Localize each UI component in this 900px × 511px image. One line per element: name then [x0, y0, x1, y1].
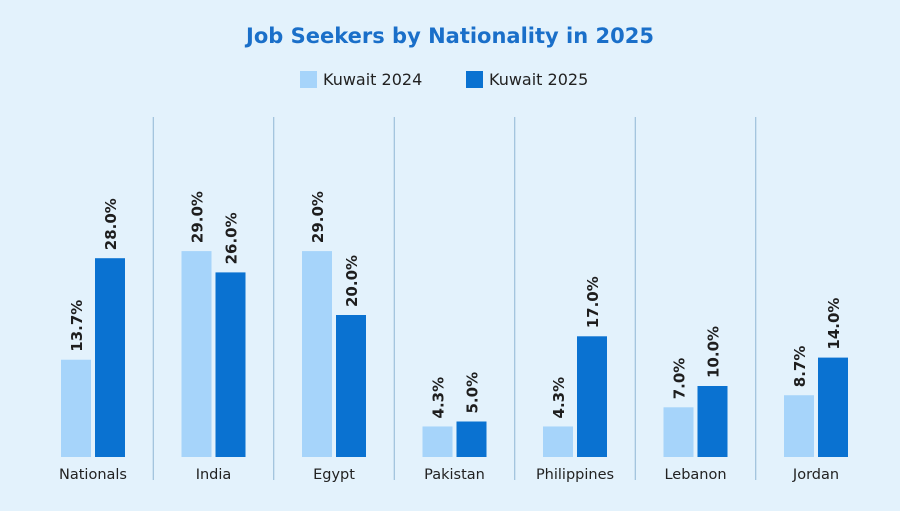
bar-lebanon-kuwait-2025	[697, 386, 728, 457]
bar-nationals-kuwait-2024	[61, 359, 91, 457]
bar-pakistan-kuwait-2025	[456, 421, 487, 457]
bar-india-kuwait-2024	[181, 251, 212, 457]
bar-india-kuwait-2025	[215, 272, 246, 457]
category-label-nationals: Nationals	[59, 467, 127, 483]
value-labels: 13.7% 28.0% 29.0% 26.0% 29.0% 20.0% 4.3% 5.0% 4.…	[68, 191, 843, 418]
value-label-india-kuwait-2024: 29.0%	[189, 191, 207, 243]
value-label-philippines-kuwait-2024: 4.3%	[550, 377, 568, 419]
category-label-philippines: Philippines	[536, 467, 614, 483]
bar-pakistan-kuwait-2024	[422, 426, 453, 457]
value-label-jordan-kuwait-2024: 8.7%	[791, 346, 809, 388]
value-label-india-kuwait-2025: 26.0%	[223, 212, 241, 264]
bar-jordan-kuwait-2025	[818, 357, 848, 457]
value-label-nationals-kuwait-2024: 13.7%	[68, 300, 86, 352]
bar-nationals-kuwait-2025	[95, 258, 125, 457]
legend-label-kuwait-2025: Kuwait 2025	[489, 70, 588, 89]
bars	[61, 251, 848, 457]
bar-jordan-kuwait-2024	[784, 395, 814, 457]
bar-egypt-kuwait-2025	[336, 315, 366, 457]
chart-title: Job Seekers by Nationality in 2025	[244, 24, 654, 48]
legend-swatch-kuwait-2025	[466, 71, 483, 88]
value-label-pakistan-kuwait-2025: 5.0%	[464, 372, 482, 414]
value-label-lebanon-kuwait-2024: 7.0%	[671, 358, 689, 400]
category-label-india: India	[196, 467, 232, 483]
value-label-nationals-kuwait-2025: 28.0%	[102, 198, 120, 250]
category-label-pakistan: Pakistan	[424, 467, 485, 483]
legend-label-kuwait-2024: Kuwait 2024	[323, 70, 422, 89]
category-separators	[152, 117, 757, 480]
bar-philippines-kuwait-2024	[543, 426, 573, 457]
value-label-pakistan-kuwait-2024: 4.3%	[430, 377, 448, 419]
category-label-lebanon: Lebanon	[664, 467, 726, 483]
bar-philippines-kuwait-2025	[577, 336, 607, 457]
value-label-philippines-kuwait-2025: 17.0%	[584, 276, 602, 328]
category-label-jordan: Jordan	[792, 467, 839, 483]
value-label-jordan-kuwait-2025: 14.0%	[825, 298, 843, 350]
category-label-egypt: Egypt	[313, 467, 355, 483]
bar-egypt-kuwait-2024	[302, 251, 332, 457]
value-label-lebanon-kuwait-2025: 10.0%	[705, 326, 723, 378]
category-labels: Nationals India Egypt Pakistan Philippines Le…	[59, 467, 839, 483]
value-label-egypt-kuwait-2025: 20.0%	[343, 255, 361, 307]
bar-lebanon-kuwait-2024	[663, 407, 694, 457]
legend: Kuwait 2024 Kuwait 2025	[300, 70, 588, 89]
value-label-egypt-kuwait-2024: 29.0%	[309, 191, 327, 243]
legend-swatch-kuwait-2024	[300, 71, 317, 88]
